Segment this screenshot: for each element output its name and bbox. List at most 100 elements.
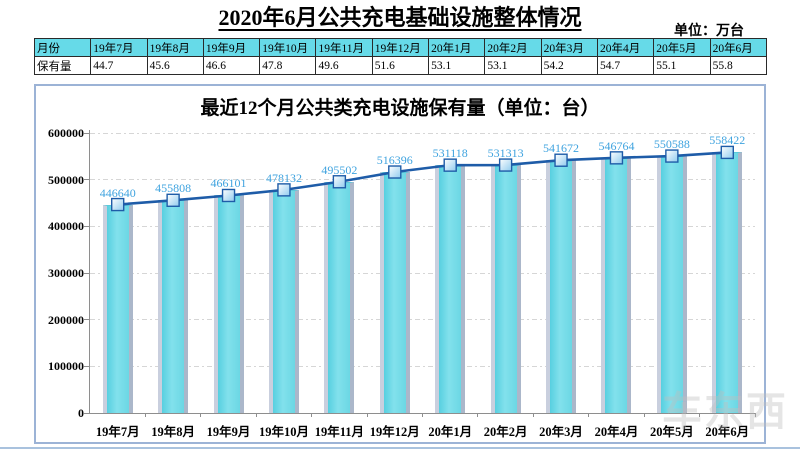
- bar: [435, 165, 466, 413]
- data-label: 541672: [543, 141, 580, 155]
- bar: [379, 172, 410, 413]
- x-axis-tick: [366, 413, 368, 417]
- x-axis-tick: [754, 413, 756, 417]
- y-axis-tick: [84, 319, 89, 321]
- value-cell: 54.2: [540, 56, 598, 75]
- chart-panel: 最近12个月公共类充电设施保有量（单位：台） 19年7月 446640 19年8月 4…: [34, 84, 766, 444]
- y-axis-tick: [84, 179, 89, 181]
- month-header-cell: 20年3月: [540, 38, 598, 57]
- x-axis-label: 20年6月: [705, 425, 750, 439]
- line-marker: [332, 175, 347, 189]
- data-label: 531118: [432, 146, 468, 160]
- month-header-cell: 20年6月: [709, 38, 768, 57]
- line-marker: [609, 151, 624, 165]
- table-value-row: 保有量 44.7 45.6 46.6 47.8 49.6 51.6 53.1 53.1 54.2 5…: [33, 56, 768, 75]
- x-axis-tick: [311, 413, 313, 417]
- y-gridline: [90, 319, 755, 321]
- x-axis-label: 19年12月: [369, 425, 420, 439]
- bar: [490, 165, 521, 413]
- y-axis-label: 600000: [48, 126, 84, 140]
- value-cell: 55.8: [709, 56, 768, 75]
- x-axis-label: 19年7月: [95, 425, 140, 439]
- x-axis-label: 20年3月: [539, 425, 583, 439]
- x-axis-label: 20年2月: [483, 425, 528, 439]
- bar: [324, 182, 355, 413]
- month-header-cell: 20年1月: [428, 38, 486, 57]
- line-marker: [720, 145, 734, 160]
- y-axis-label: 0: [78, 406, 84, 420]
- y-axis-tick: [84, 272, 89, 274]
- y-gridline: [90, 225, 755, 227]
- x-axis-tick: [643, 413, 645, 417]
- month-header-cell: 19年10月: [259, 38, 317, 57]
- month-header-cell: 20年4月: [596, 38, 655, 57]
- data-label: 546764: [598, 139, 635, 153]
- month-header-cell: 20年5月: [653, 38, 711, 57]
- data-label: 495502: [321, 163, 358, 177]
- bar: [213, 195, 244, 413]
- x-axis-tick: [477, 413, 479, 417]
- value-cell: 49.6: [315, 56, 373, 75]
- bar: [656, 156, 687, 413]
- value-cell: 45.6: [146, 56, 204, 75]
- line-marker: [277, 183, 291, 197]
- month-header-cell: 19年9月: [202, 38, 261, 57]
- value-cell: 53.1: [484, 56, 542, 75]
- data-label: 558422: [709, 133, 746, 147]
- x-axis-label: 20年1月: [428, 425, 473, 439]
- y-axis-label: 500000: [48, 172, 84, 187]
- summary-table: 月份 19年7月 19年8月 19年9月 19年10月 19年11月 19年12月 20年1月…: [33, 38, 768, 75]
- x-axis-tick: [144, 413, 146, 417]
- y-axis-tick: [84, 412, 89, 414]
- line-marker: [388, 165, 402, 179]
- y-axis-tick: [84, 132, 89, 134]
- page-title: 2020年6月公共充电基础设施整体情况: [34, 0, 766, 32]
- line-marker: [443, 158, 457, 172]
- value-cell: 53.1: [428, 56, 486, 75]
- x-axis-tick: [200, 413, 202, 417]
- x-axis-label: 19年11月: [314, 425, 365, 439]
- x-axis-label: 19年9月: [206, 425, 251, 439]
- month-header-cell: 19年8月: [146, 38, 204, 57]
- x-axis-tick: [699, 413, 701, 417]
- data-label: 455808: [155, 181, 192, 195]
- month-header-cell: 20年2月: [484, 38, 542, 57]
- plot-area: 19年7月 446640 19年8月 455808 19年9月 466101 19年10月 4…: [84, 130, 756, 439]
- x-axis-label: 20年4月: [594, 425, 639, 439]
- y-axis-label: 100000: [48, 359, 84, 374]
- bar: [712, 152, 743, 413]
- x-axis-tick: [422, 413, 423, 417]
- data-label: 446640: [99, 186, 136, 200]
- x-axis-label: 19年10月: [258, 425, 309, 439]
- data-label: 516396: [376, 153, 413, 167]
- page-title-text: 2020年6月公共充电基础设施整体情况: [218, 5, 582, 30]
- data-label: 531313: [487, 146, 524, 160]
- bar: [158, 200, 189, 413]
- line-marker: [498, 158, 513, 172]
- value-cell: 51.6: [371, 56, 430, 75]
- value-cell: 46.6: [202, 56, 261, 75]
- y-gridline: [90, 365, 755, 367]
- bottom-divider-line: [0, 447, 800, 449]
- x-axis-tick: [588, 413, 590, 417]
- y-gridline: [90, 132, 755, 134]
- data-label: 550588: [653, 137, 690, 151]
- y-axis-label: 200000: [48, 312, 84, 327]
- value-cell: 47.8: [259, 56, 317, 75]
- line-marker: [221, 188, 236, 203]
- table-corner-cell: 月份: [33, 38, 92, 57]
- month-header-cell: 19年11月: [315, 38, 373, 57]
- bar: [102, 205, 133, 413]
- x-axis-label: 20年5月: [649, 425, 694, 439]
- value-cell: 54.7: [596, 56, 655, 75]
- bar: [601, 158, 632, 413]
- y-gridline: [90, 272, 755, 274]
- line-marker: [554, 153, 568, 167]
- month-header-cell: 19年7月: [90, 38, 148, 57]
- y-axis-tick: [84, 225, 89, 227]
- line-marker: [166, 193, 180, 207]
- line-marker: [665, 149, 679, 163]
- row-label-cell: 保有量: [33, 56, 92, 75]
- summary-table-body: 月份 19年7月 19年8月 19年9月 19年10月 19年11月 19年12月 20年1月…: [33, 38, 768, 75]
